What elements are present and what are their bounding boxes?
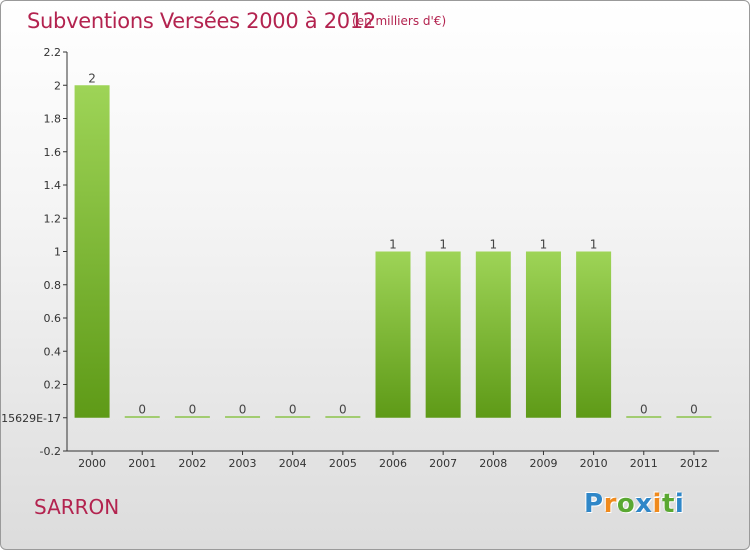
y-tick-label: 0.2 (44, 379, 62, 392)
data-label: 0 (239, 402, 247, 416)
data-label: 0 (690, 402, 698, 416)
x-tick-label: 2010 (580, 457, 608, 470)
x-tick-label: 2005 (329, 457, 357, 470)
chart-title: Subventions Versées 2000 à 2012 (27, 9, 376, 33)
y-tick-label: 0.4 (44, 345, 62, 358)
y-tick-label: 0.8 (44, 279, 62, 292)
commune-name: SARRON (34, 495, 120, 519)
bar (475, 251, 511, 418)
bar (525, 251, 561, 418)
bar (174, 416, 210, 418)
bar (74, 85, 110, 418)
x-tick-label: 2001 (128, 457, 156, 470)
logo-letter: t (661, 489, 675, 519)
logo-letter: i (674, 489, 685, 519)
y-tick-label: -15629E-17 (1, 412, 61, 425)
y-tick-label: 1.8 (44, 113, 62, 126)
x-tick-label: 2012 (680, 457, 708, 470)
y-tick-label: 1.4 (44, 179, 62, 192)
bar (676, 416, 712, 418)
data-label: 0 (189, 402, 197, 416)
logo-letter: i (652, 489, 662, 519)
data-label: 0 (339, 402, 347, 416)
logo-letter: P (584, 489, 604, 519)
data-label: 0 (640, 402, 648, 416)
x-tick-label: 2009 (529, 457, 557, 470)
data-label: 0 (289, 402, 297, 416)
x-tick-label: 2007 (429, 457, 457, 470)
data-label: 1 (540, 238, 548, 252)
bar (275, 416, 311, 418)
y-tick-label: 0.6 (44, 312, 62, 325)
data-label: 2 (88, 71, 96, 85)
bar (225, 416, 261, 418)
bar (626, 416, 662, 418)
x-tick-label: 2006 (379, 457, 407, 470)
logo-letter: o (616, 489, 636, 519)
logo-letter: r (603, 489, 617, 519)
chart-subtitle: (en milliers d'€) (352, 14, 447, 28)
y-tick-label: 1.2 (44, 212, 62, 225)
y-tick-label: 2.2 (44, 46, 62, 59)
data-label: 1 (590, 238, 598, 252)
x-tick-label: 2011 (630, 457, 658, 470)
bar (124, 416, 160, 418)
bar (375, 251, 411, 418)
x-tick-label: 2004 (279, 457, 307, 470)
proxiti-logo: Proxiti (584, 489, 684, 519)
data-label: 1 (439, 238, 447, 252)
data-label: 1 (389, 238, 397, 252)
x-tick-label: 2000 (78, 457, 106, 470)
y-tick-label: 2 (54, 79, 61, 92)
y-tick-label: -0.2 (40, 445, 61, 458)
x-tick-label: 2008 (479, 457, 507, 470)
y-tick-label: 1.6 (44, 146, 62, 159)
y-tick-label: 1 (54, 246, 61, 259)
bar (325, 416, 361, 418)
x-tick-label: 2003 (229, 457, 257, 470)
logo-letter: x (635, 489, 653, 519)
bar (576, 251, 612, 418)
bar (425, 251, 461, 418)
x-tick-label: 2002 (178, 457, 206, 470)
data-label: 0 (138, 402, 146, 416)
data-label: 1 (489, 238, 497, 252)
